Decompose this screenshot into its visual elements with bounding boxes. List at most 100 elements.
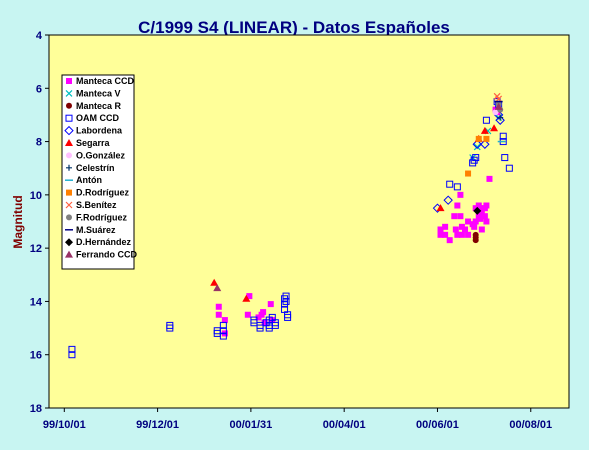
data-point-d-rodriguez	[465, 170, 472, 177]
data-point-d-rodriguez	[483, 135, 490, 142]
data-point-oam-ccd	[453, 183, 461, 191]
data-point-manteca-ccd	[465, 231, 472, 238]
data-point-segarra	[242, 294, 251, 302]
data-point-oam-ccd	[499, 132, 507, 140]
data-point-manteca-ccd	[260, 309, 267, 316]
y-axis-label: Magnitud	[11, 195, 25, 248]
data-point-manteca-ccd	[478, 226, 485, 233]
data-point-oam-ccd	[505, 164, 513, 172]
data-point-manteca-ccd	[472, 218, 479, 225]
legend-entry: OAM CCD	[76, 113, 119, 123]
legend-entry: F.Rodríguez	[76, 212, 127, 222]
legend-marker	[65, 114, 73, 122]
data-point-manteca-ccd	[462, 226, 468, 233]
y-tick-label: 10	[30, 190, 42, 202]
data-point-manteca-ccd	[458, 231, 465, 238]
data-point-manteca-ccd	[483, 202, 490, 209]
y-tick-label: 18	[30, 403, 42, 415]
data-point-oam-ccd	[482, 116, 490, 124]
data-point-manteca-ccd	[458, 223, 465, 230]
data-point-manteca-ccd	[452, 226, 459, 233]
data-point-labordena	[480, 139, 490, 149]
y-tick-label: 6	[36, 83, 42, 95]
x-tick-label: 00/08/01	[509, 419, 552, 431]
legend-entry: D.Hernández	[76, 237, 132, 247]
legend-entry: M.Suárez	[76, 225, 116, 235]
x-tick-label: 00/04/01	[323, 419, 366, 431]
data-point-manteca-ccd	[442, 231, 449, 238]
data-point-oam-ccd	[501, 154, 509, 162]
data-point-oam-ccd	[472, 154, 480, 162]
data-point-manteca-ccd	[261, 319, 268, 326]
legend-marker	[65, 201, 73, 209]
legend-entry: Manteca R	[76, 101, 122, 111]
y-tick-label: 12	[30, 243, 42, 255]
legend-marker	[65, 139, 73, 146]
data-point-manteca-ccd	[255, 314, 262, 321]
x-tick-label: 99/12/01	[136, 419, 179, 431]
legend-entry: D.Rodríguez	[76, 188, 129, 198]
x-tick-label: 00/06/01	[416, 419, 459, 431]
data-point-manteca-ccd	[472, 205, 479, 212]
data-point-oam-ccd	[219, 321, 227, 329]
data-point-manteca-ccd	[478, 210, 485, 217]
data-point-manteca-ccd	[215, 311, 222, 318]
data-point-labordena	[472, 139, 482, 149]
data-point-ferrando-ccd	[494, 102, 503, 110]
legend-marker	[66, 152, 72, 159]
legend-marker	[66, 78, 72, 84]
data-point-oam-ccd	[68, 351, 76, 359]
x-tick-label: 99/10/01	[43, 419, 86, 431]
data-point-manteca-ccd	[446, 237, 453, 244]
data-point-manteca-ccd	[454, 231, 461, 238]
legend-marker	[65, 250, 73, 258]
legend-entry: Manteca CCD	[76, 76, 135, 86]
data-point-labordena	[495, 115, 505, 125]
legend-marker	[65, 89, 73, 97]
data-point-oam-ccd	[166, 324, 174, 332]
data-point-manteca-ccd	[477, 215, 484, 222]
data-point-oam-ccd	[271, 321, 279, 329]
data-point-manteca-v	[473, 143, 481, 151]
legend-marker	[66, 102, 72, 109]
data-point-oam-ccd	[219, 327, 227, 335]
legend-entry: Antón	[76, 175, 102, 185]
data-point-manteca-ccd	[486, 175, 493, 182]
data-point-segarra	[490, 124, 499, 132]
data-point-manteca-ccd	[457, 191, 464, 198]
data-point-manteca-ccd	[471, 223, 478, 230]
data-point-oam-ccd	[68, 345, 76, 353]
data-point-manteca-ccd	[244, 311, 251, 318]
data-point-manteca-ccd	[442, 223, 449, 230]
data-point-d-rodriguez	[475, 135, 482, 142]
data-point-manteca-ccd	[483, 218, 490, 225]
data-point-manteca-ccd	[267, 301, 274, 308]
data-points	[68, 92, 513, 359]
data-point-manteca-ccd	[454, 202, 461, 209]
legend: Manteca CCD Manteca V Manteca R OAM CCD Labo…	[61, 74, 138, 270]
legend-marker	[66, 214, 72, 221]
data-point-o-gonzalez	[492, 109, 499, 116]
data-point-manteca-ccd	[451, 213, 458, 220]
data-point-oam-ccd	[446, 180, 454, 188]
y-tick-label: 8	[36, 137, 42, 149]
chart-title: C/1999 S4 (LINEAR) - Datos Españoles	[138, 18, 450, 37]
data-point-labordena	[443, 195, 453, 205]
data-point-manteca-ccd	[481, 213, 488, 220]
data-point-oam-ccd	[282, 297, 290, 305]
legend-entry: Labordena	[76, 126, 123, 136]
data-point-manteca-ccd	[437, 226, 444, 233]
legend-entry: Ferrando CCD	[76, 250, 138, 260]
legend-entry: O.González	[76, 150, 126, 160]
legend-marker	[66, 189, 72, 196]
y-tick-label: 14	[30, 296, 43, 308]
data-point-manteca-ccd	[477, 205, 484, 212]
legend-box	[61, 74, 135, 270]
legend-marker	[66, 164, 72, 171]
data-point-oam-ccd	[284, 313, 292, 321]
data-point-manteca-r	[472, 234, 479, 241]
data-point-manteca-ccd	[221, 317, 228, 324]
data-point-celestrin	[497, 114, 504, 121]
